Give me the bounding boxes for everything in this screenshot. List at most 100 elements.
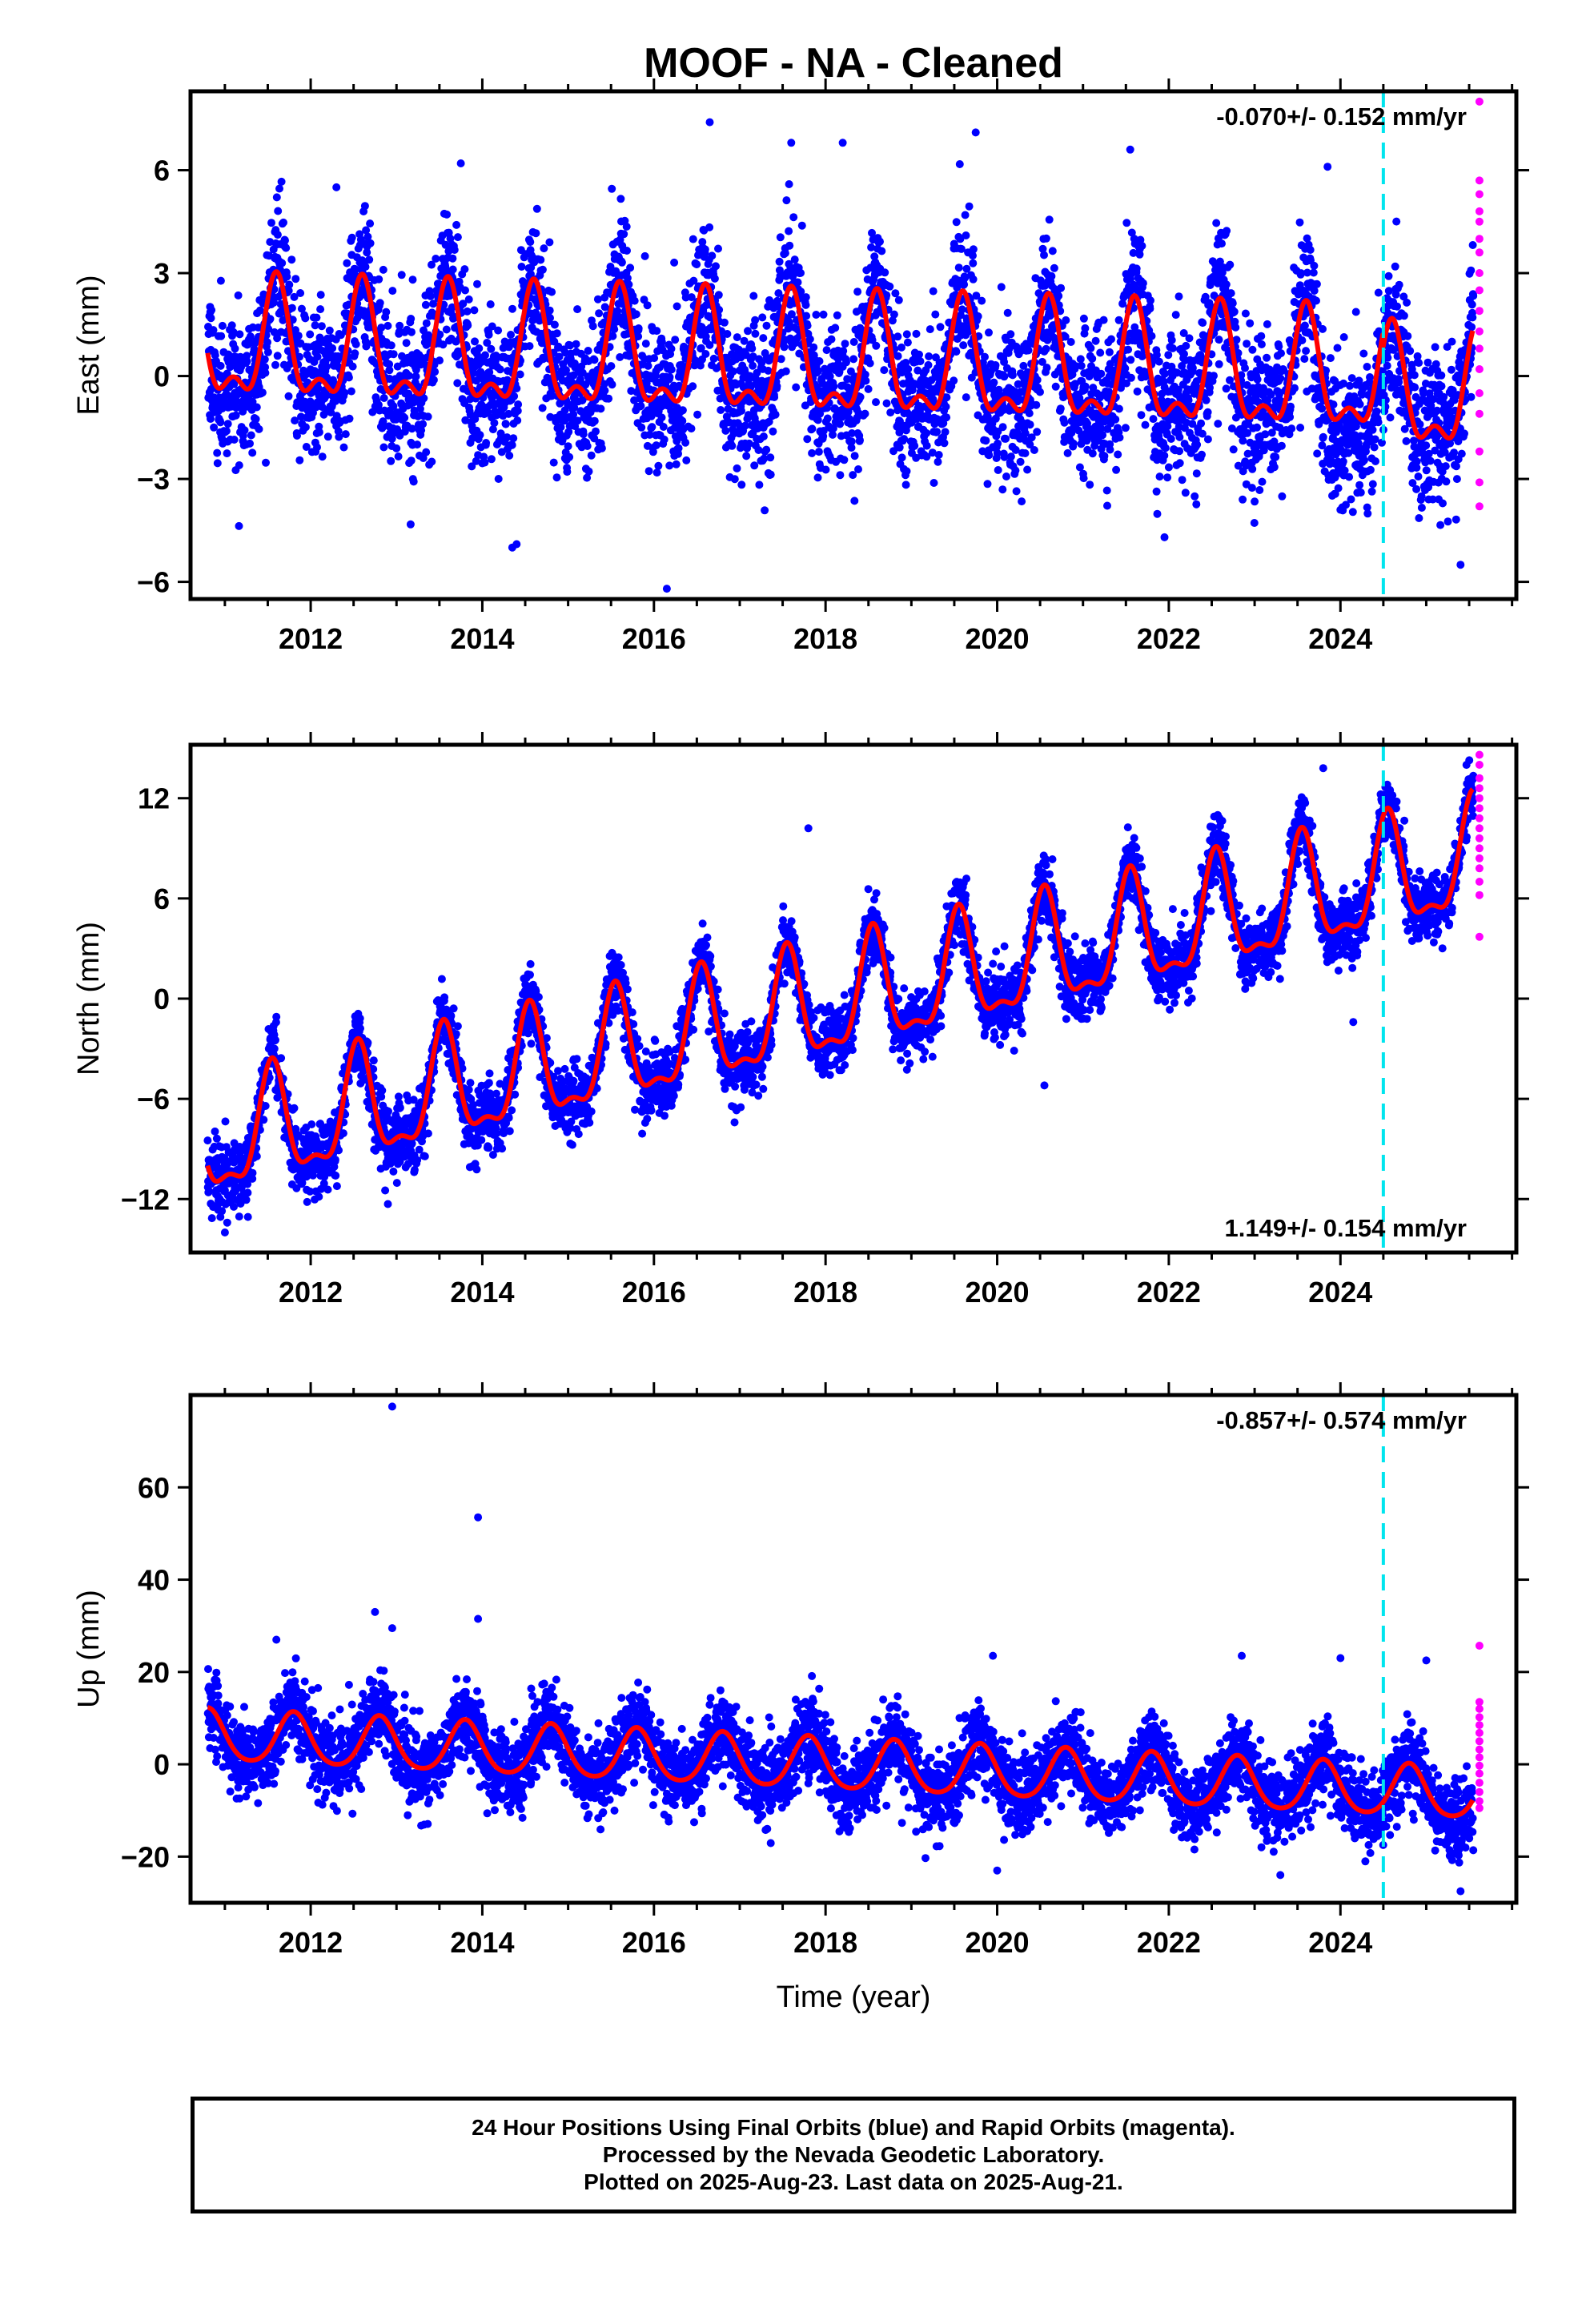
east-final-point — [216, 418, 225, 427]
east-final-point — [652, 468, 661, 477]
east-final-point — [733, 333, 741, 342]
east-final-point — [924, 360, 933, 369]
east-final-point — [1403, 332, 1412, 340]
east-final-point — [316, 291, 325, 300]
east-final-point — [654, 461, 663, 470]
east-final-point — [1340, 466, 1349, 475]
east-final-point — [1192, 469, 1201, 478]
east-final-point — [1276, 374, 1285, 383]
east-final-point — [429, 376, 438, 384]
east-final-point — [375, 275, 383, 283]
east-final-point — [1137, 411, 1146, 420]
east-final-point — [343, 259, 351, 267]
east-final-point — [776, 233, 785, 242]
east-final-point — [672, 460, 681, 468]
east-final-point — [1153, 509, 1162, 518]
east-final-point — [877, 247, 886, 255]
east-final-point — [766, 453, 775, 462]
east-final-point — [1056, 404, 1065, 413]
east-final-point — [413, 440, 422, 449]
east-final-point — [316, 305, 325, 314]
east-final-point — [1045, 215, 1054, 224]
east-final-point — [486, 300, 495, 308]
east-final-point — [708, 251, 717, 260]
east-final-point — [552, 473, 561, 482]
east-final-point — [955, 160, 964, 168]
east-final-point — [720, 318, 729, 327]
east-final-point — [808, 424, 817, 433]
east-final-point — [351, 340, 360, 348]
east-final-point — [312, 313, 321, 322]
east-final-point — [1012, 487, 1021, 496]
east-final-point — [412, 372, 420, 381]
east-final-point — [572, 340, 580, 348]
east-final-point — [1210, 372, 1218, 380]
east-final-point — [240, 426, 249, 435]
east-final-point — [505, 451, 514, 460]
east-final-point — [1124, 345, 1133, 354]
east-final-point — [207, 415, 215, 423]
east-final-point — [693, 260, 701, 269]
east-final-point — [1069, 439, 1078, 448]
east-final-point — [1302, 347, 1311, 356]
east-final-point — [952, 218, 961, 227]
east-final-point — [293, 432, 301, 440]
east-final-point — [660, 435, 669, 444]
east-final-point — [223, 449, 231, 458]
east-final-point — [287, 304, 296, 312]
east-final-point — [1198, 450, 1206, 459]
east-final-point — [1310, 261, 1319, 270]
east-final-point — [822, 346, 831, 355]
east-final-point — [1132, 264, 1141, 273]
east-final-point — [823, 414, 832, 423]
east-final-point — [429, 300, 438, 308]
east-final-point — [959, 341, 968, 350]
east-final-point — [1057, 283, 1066, 292]
east-final-point — [1406, 347, 1415, 356]
east-final-point — [450, 246, 459, 254]
east-final-point — [1185, 334, 1194, 343]
east-final-point — [263, 338, 271, 347]
east-final-point — [1102, 486, 1111, 495]
east-final-point — [448, 254, 457, 263]
east-final-point — [616, 195, 625, 203]
east-final-point — [1099, 316, 1108, 324]
east-final-point — [538, 265, 547, 274]
east-final-point — [940, 439, 949, 448]
east-final-point — [516, 370, 524, 379]
east-final-point — [721, 426, 730, 435]
east-final-point — [1247, 484, 1256, 493]
east-final-point — [443, 210, 452, 219]
east-final-point — [211, 351, 219, 360]
east-final-point — [532, 204, 541, 213]
east-final-point — [552, 329, 561, 338]
east-final-point — [496, 365, 504, 374]
east-final-point — [348, 362, 357, 371]
east-final-point — [340, 388, 349, 397]
east-final-point — [507, 331, 515, 339]
east-final-point — [880, 366, 889, 375]
east-final-point — [693, 410, 702, 419]
east-final-point — [1257, 340, 1266, 348]
east-final-point — [1287, 402, 1295, 411]
east-final-point — [941, 428, 950, 436]
east-final-point — [431, 368, 440, 376]
east-final-point — [1257, 332, 1266, 340]
east-final-point — [682, 456, 691, 464]
east-final-point — [1339, 333, 1348, 341]
east-final-point — [886, 408, 895, 417]
east-final-point — [1086, 480, 1094, 489]
east-final-point — [548, 287, 556, 296]
east-final-point — [207, 314, 215, 323]
east-final-point — [284, 392, 293, 400]
east-final-point — [1415, 514, 1423, 522]
east-final-point — [1248, 345, 1257, 354]
east-final-point — [881, 268, 889, 277]
east-final-point — [709, 354, 718, 363]
east-final-point — [1175, 432, 1184, 441]
east-final-point — [339, 443, 348, 452]
east-final-point — [982, 436, 990, 445]
east-final-point — [1203, 435, 1212, 444]
east-final-point — [347, 387, 355, 396]
east-final-point — [1040, 251, 1048, 259]
